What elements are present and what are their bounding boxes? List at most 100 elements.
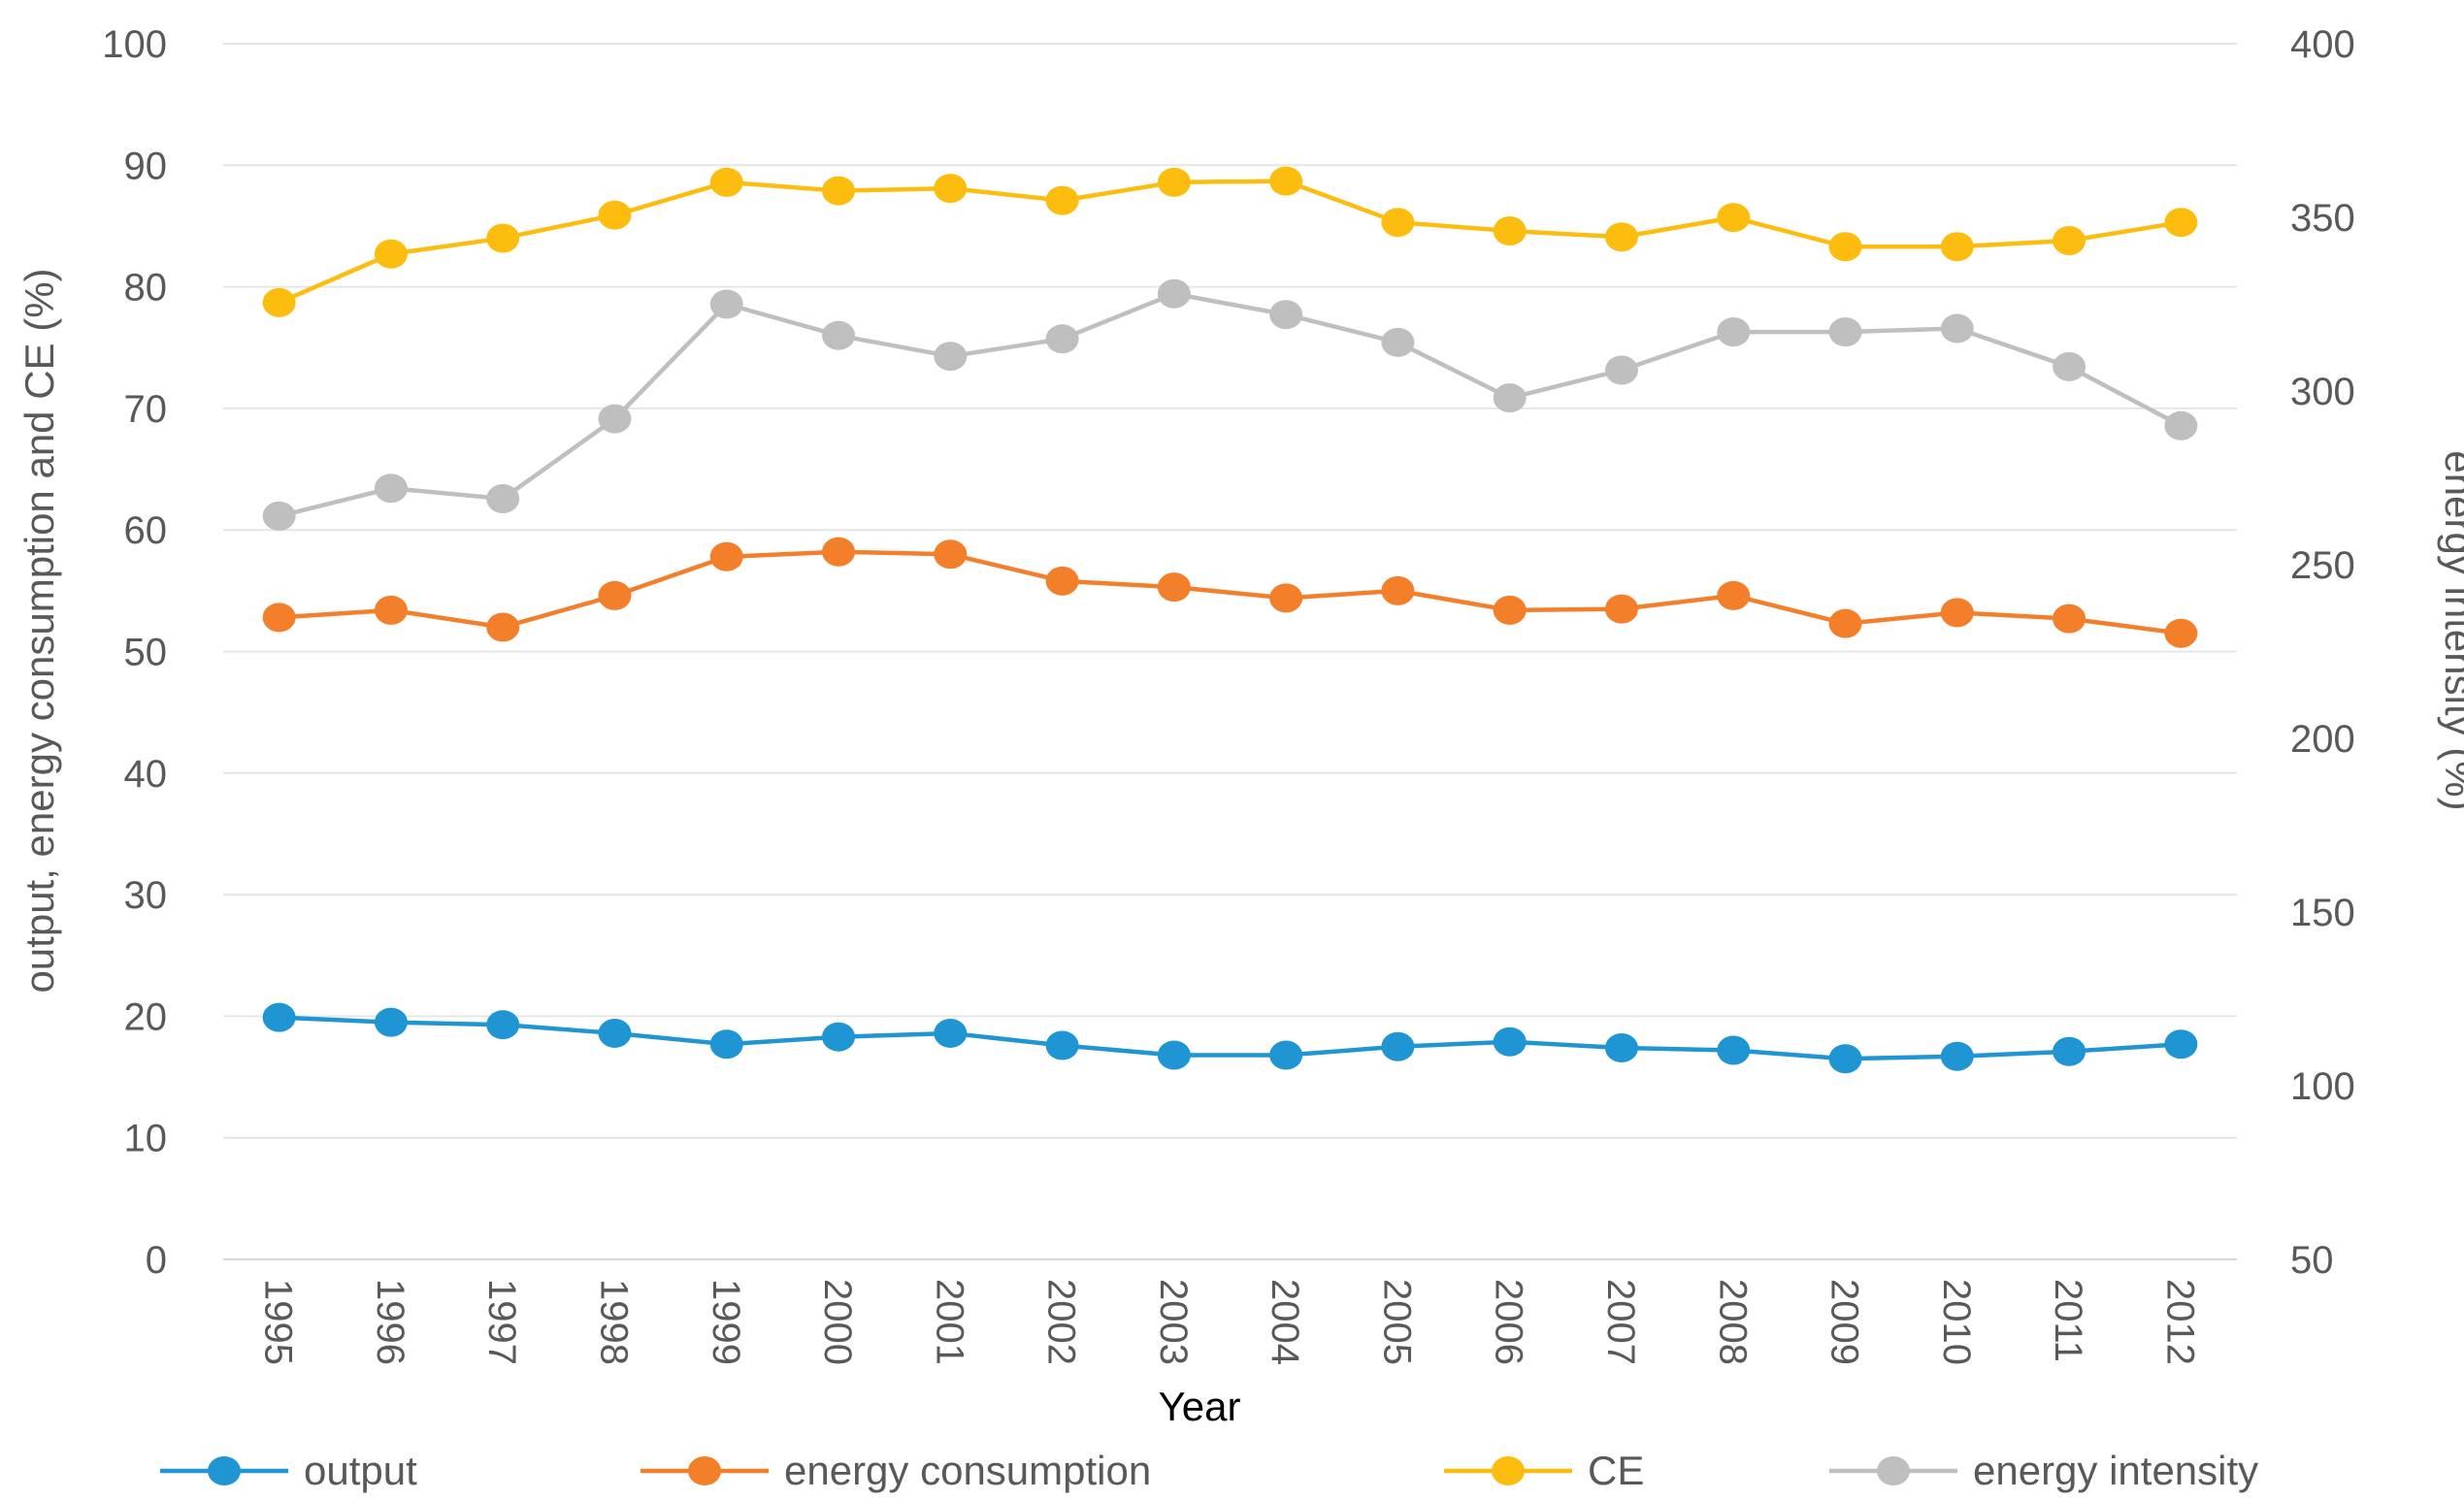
data-point	[486, 612, 520, 642]
data-point	[1045, 185, 1079, 215]
series-layer	[262, 166, 2198, 1074]
data-point	[1269, 583, 1303, 613]
data-point	[486, 483, 520, 513]
data-point	[262, 1002, 296, 1032]
y-tick-label: 80	[124, 267, 168, 310]
series-line	[279, 291, 2183, 519]
data-point	[486, 223, 520, 253]
data-point	[2164, 618, 2198, 648]
data-point	[262, 501, 296, 531]
data-point	[2164, 410, 2198, 440]
data-point	[2053, 225, 2086, 255]
legend-marker	[1492, 1456, 1525, 1485]
data-point	[1045, 1030, 1079, 1060]
series-line	[278, 179, 2182, 305]
x-tick-label: 1999	[705, 1279, 747, 1365]
data-point	[2053, 351, 2086, 381]
data-point	[1157, 167, 1191, 197]
data-point	[1493, 595, 1527, 625]
x-tick-label: 2000	[816, 1279, 859, 1365]
data-point	[2164, 208, 2198, 238]
data-point	[598, 404, 632, 434]
data-point	[934, 342, 968, 372]
legend-marker	[1877, 1456, 1910, 1485]
y-tick-label: 20	[124, 995, 168, 1038]
y-tick-label: 90	[124, 145, 168, 187]
data-point	[1940, 232, 1974, 262]
data-point	[1381, 327, 1415, 357]
series-energy-intensity	[262, 278, 2198, 531]
legend-label: CE	[1588, 1448, 1644, 1493]
legend-label: energy consumption	[784, 1448, 1151, 1493]
y2-tick-label: 150	[2290, 892, 2355, 934]
x-tick-label: 1996	[369, 1279, 411, 1365]
data-point	[262, 603, 296, 633]
data-point	[1493, 215, 1527, 245]
data-point	[1940, 313, 1974, 343]
x-tick-label: 2009	[1823, 1279, 1866, 1365]
x-tick-label: 2003	[1152, 1279, 1195, 1365]
data-point	[709, 289, 743, 319]
x-tick-label: 2002	[1040, 1279, 1083, 1365]
data-point	[1828, 232, 1862, 262]
data-point	[1828, 1044, 1862, 1074]
data-point	[822, 537, 856, 567]
data-point	[1717, 203, 1751, 233]
data-point	[1604, 355, 1638, 385]
data-point	[1269, 300, 1303, 330]
y2-tick-label: 350	[2290, 197, 2355, 240]
data-point	[1045, 566, 1079, 596]
data-point	[934, 174, 968, 204]
y2-tick-label: 250	[2290, 544, 2355, 587]
data-point	[709, 1029, 743, 1060]
data-point	[822, 1022, 856, 1052]
series-output	[262, 1002, 2198, 1074]
data-point	[1381, 208, 1415, 238]
data-point	[598, 580, 632, 610]
data-point	[822, 320, 856, 350]
legend-item: CE	[1444, 1448, 1644, 1493]
data-point	[262, 287, 296, 317]
y2-axis-title: energy intensity (%)	[2437, 450, 2464, 810]
data-point	[1493, 383, 1527, 413]
legend-item: energy consumption	[641, 1448, 1151, 1493]
y2-tick-label: 200	[2290, 718, 2355, 761]
data-point	[1269, 1040, 1303, 1070]
x-tick-label: 1995	[257, 1279, 300, 1365]
legend-marker	[688, 1456, 721, 1485]
y2-tick-label: 400	[2290, 23, 2355, 66]
data-point	[934, 539, 968, 570]
data-point	[486, 1010, 520, 1040]
series-energy-consumption	[262, 537, 2198, 648]
y-tick-label: 60	[124, 509, 168, 552]
left-axis-ticks: 0 10 20 30 40 50 60 70 80 90 100	[102, 23, 167, 1282]
x-tick-label: 2004	[1264, 1279, 1306, 1365]
data-point	[1717, 580, 1751, 610]
gridlines	[223, 43, 2237, 1260]
x-axis-ticks: 1995 1996 1997 1998 1999 2000 2001 2002 2003 2004…	[257, 1279, 2202, 1365]
data-point	[1604, 222, 1638, 252]
legend-label: output	[304, 1448, 417, 1493]
series-line	[279, 1015, 2182, 1061]
y-tick-label: 10	[124, 1118, 168, 1160]
data-point	[2053, 603, 2086, 634]
data-point	[2164, 1029, 2198, 1060]
data-point	[598, 200, 632, 230]
data-point	[1604, 594, 1638, 624]
data-point	[1604, 1032, 1638, 1062]
x-tick-label: 2006	[1488, 1279, 1530, 1365]
y-tick-label: 100	[102, 23, 167, 66]
y-axis-title: output, energy consumption and CE (%)	[16, 268, 62, 993]
legend-marker	[208, 1456, 241, 1485]
data-point	[374, 1007, 408, 1037]
data-point	[1940, 598, 1974, 628]
data-point	[2053, 1036, 2086, 1066]
x-tick-label: 2001	[928, 1279, 970, 1365]
data-point	[1157, 1040, 1191, 1070]
data-point	[1940, 1041, 1974, 1071]
data-point	[1828, 317, 1862, 347]
x-tick-label: 2012	[2158, 1279, 2201, 1365]
legend-label: energy intensity	[1973, 1448, 2258, 1493]
y-tick-label: 70	[124, 388, 168, 431]
data-point	[1045, 324, 1079, 354]
